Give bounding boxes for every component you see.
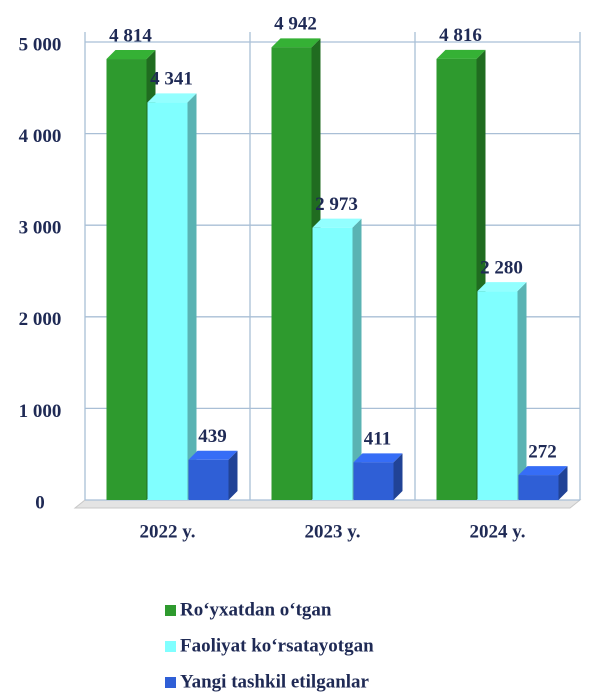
y-tick-label: 5 000 <box>19 34 62 55</box>
value-label: 2 973 <box>315 194 358 215</box>
bar-top <box>188 450 238 460</box>
y-tick-label: 4 000 <box>19 126 62 147</box>
legend-swatch <box>165 677 176 688</box>
bar-top <box>477 282 527 292</box>
legend-swatch <box>165 641 176 652</box>
y-tick-label: 1 000 <box>19 401 62 422</box>
x-tick-label: 2022 y. <box>140 521 196 542</box>
y-tick-label: 3 000 <box>19 218 62 239</box>
value-label: 439 <box>198 426 227 447</box>
y-tick-label: 0 <box>35 492 45 513</box>
bar-top <box>518 466 568 476</box>
bar <box>436 58 477 500</box>
bar <box>188 459 229 500</box>
bar-top <box>353 453 403 463</box>
value-label: 272 <box>528 441 557 462</box>
value-label: 4 816 <box>439 25 482 46</box>
bar-top <box>106 50 156 60</box>
bar-side <box>187 93 197 500</box>
bar-side <box>352 218 362 500</box>
bar-top <box>436 49 486 59</box>
legend-swatch <box>165 605 176 616</box>
bar <box>147 102 188 500</box>
bar-side <box>517 282 527 500</box>
bar-top <box>147 93 197 103</box>
y-tick-label: 2 000 <box>19 309 62 330</box>
bar <box>106 59 147 501</box>
bar-side <box>228 450 238 500</box>
value-label: 411 <box>364 429 391 450</box>
bar <box>271 47 312 500</box>
value-label: 4 942 <box>274 14 317 35</box>
value-label: 4 814 <box>109 25 152 46</box>
x-tick-label: 2024 y. <box>470 521 526 542</box>
bar-top <box>271 38 321 48</box>
bar-side <box>393 453 403 500</box>
bar <box>312 227 353 500</box>
x-tick-label: 2023 y. <box>305 521 361 542</box>
legend-label: Yangi tashkil etilganlar <box>180 671 370 692</box>
legend-label: Ro‘yxatdan o‘tgan <box>180 599 332 620</box>
bar <box>518 475 559 500</box>
bar <box>477 291 518 500</box>
floor <box>73 499 582 509</box>
value-label: 2 280 <box>480 258 523 279</box>
bar-top <box>312 218 362 228</box>
bar <box>353 462 394 500</box>
bar-side <box>558 466 568 500</box>
legend-label: Faoliyat ko‘rsatayotgan <box>180 635 374 656</box>
value-label: 4 341 <box>150 69 193 90</box>
